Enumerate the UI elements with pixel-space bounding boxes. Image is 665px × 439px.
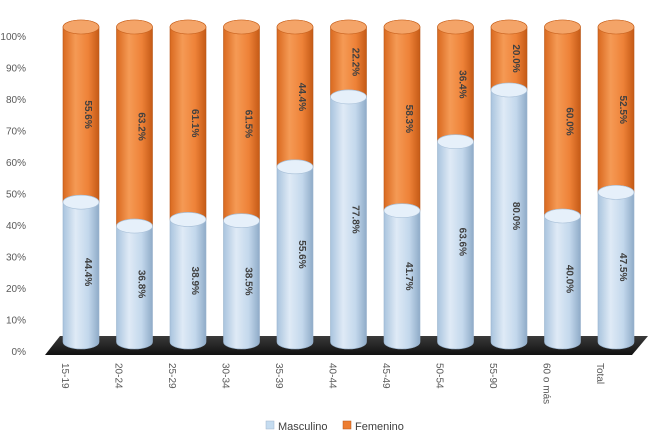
data-label-femenino: 55.6% [82,100,93,128]
bar-cap-masculino [276,159,314,175]
bar-cap-masculino [223,213,260,229]
data-labels: 44.4% 55.6% 36.8% 63.2% 38.9% 61.1% 38.5% 61.5%… [82,44,628,298]
data-label-masculino: 41.7% [403,262,414,290]
y-tick-label: 0% [12,347,27,358]
data-label-masculino: 63.6% [457,228,468,256]
legend-swatch-femenino [342,420,352,430]
data-label-femenino: 20.0% [510,44,521,72]
bar-cap-masculino [330,89,367,105]
bar-cap-femenino [330,19,367,35]
x-tick-label: 45-49 [380,363,391,389]
bar-group [223,19,260,350]
data-label-femenino: 36.4% [457,70,468,98]
bar-cap-femenino [223,19,260,35]
y-tick-label: 20% [6,284,26,295]
data-label-masculino: 38.5% [243,267,254,295]
bar-cap-femenino [437,19,474,35]
x-tick-label: 30-34 [220,363,231,389]
bar-cap-femenino [169,19,207,35]
x-tick-label: 40-44 [327,363,338,389]
x-tick-label: 15-19 [59,363,70,389]
bar-cap-masculino [597,185,635,200]
bar-group [490,19,528,350]
bar-cap-masculino [383,203,421,218]
bar-cap-masculino [437,134,474,149]
bar-cap-femenino [62,19,100,35]
bar-group [116,19,153,350]
y-tick-label: 70% [6,127,26,138]
bar-cap-masculino [490,82,528,98]
data-label-masculino: 38.9% [189,267,200,295]
bar-cap-femenino [490,19,528,35]
data-label-masculino: 36.8% [136,270,147,298]
y-tick-label: 10% [6,316,26,327]
bar-cap-femenino [383,19,421,35]
bar-cap-masculino [116,218,153,234]
data-label-femenino: 44.4% [296,83,307,111]
data-label-masculino: 77.8% [350,205,361,233]
legend-label-masculino: Masculino [278,421,328,433]
legend-label-femenino: Femenino [355,421,404,433]
data-label-masculino: 44.4% [82,258,93,286]
x-tick-label: Total [594,363,605,384]
legend-swatch-masculino [265,420,275,430]
x-tick-label: 55-90 [487,363,498,389]
x-tick-label: 20-24 [113,363,124,389]
bars [62,19,635,350]
x-tick-label: 25-29 [166,363,177,389]
data-label-femenino: 63.2% [136,112,147,140]
data-label-masculino: 80.0% [510,202,521,230]
bar-cap-masculino [169,212,207,227]
bar-group [437,19,474,350]
bar-cap-masculino [544,208,581,224]
x-tick-label: 35-39 [273,363,284,389]
bar-group [330,19,367,350]
bar-cap-femenino [276,19,314,35]
bar-cap-femenino [597,19,635,35]
y-axis-ticks: 0% 10% 20% 30% 40% 50% 60% 70% 80% 90% 100% [0,32,26,358]
y-tick-label: 40% [6,221,26,232]
data-label-femenino: 52.5% [617,96,628,124]
data-label-masculino: 55.6% [296,240,307,268]
data-label-femenino: 60.0% [564,107,575,135]
data-label-femenino: 58.3% [403,105,414,133]
bar-group [544,19,581,350]
data-label-femenino: 22.2% [350,48,361,76]
y-tick-label: 60% [6,158,26,169]
data-label-femenino: 61.1% [189,109,200,137]
x-tick-label: 60 o más [541,363,552,404]
bar-group [276,19,314,350]
y-tick-label: 80% [6,95,26,106]
x-tick-label: 50-54 [434,363,445,389]
x-axis-ticks: 15-19 20-24 25-29 30-34 35-39 40-44 45-49 50-54… [59,363,605,404]
bar-group [169,19,207,350]
y-tick-label: 50% [6,190,26,201]
data-label-femenino: 61.5% [243,110,254,138]
bar-cap-masculino [62,194,100,210]
y-tick-label: 100% [0,32,26,43]
y-tick-label: 90% [6,64,26,75]
legend: Masculino Femenino [265,420,404,433]
bar-group [383,19,421,350]
bar-cap-femenino [544,19,581,35]
y-tick-label: 30% [6,253,26,264]
bar-cap-femenino [116,19,153,35]
bar-group [597,19,635,350]
data-label-masculino: 47.5% [617,253,628,281]
data-label-masculino: 40.0% [564,265,575,293]
bar-group [62,19,100,350]
